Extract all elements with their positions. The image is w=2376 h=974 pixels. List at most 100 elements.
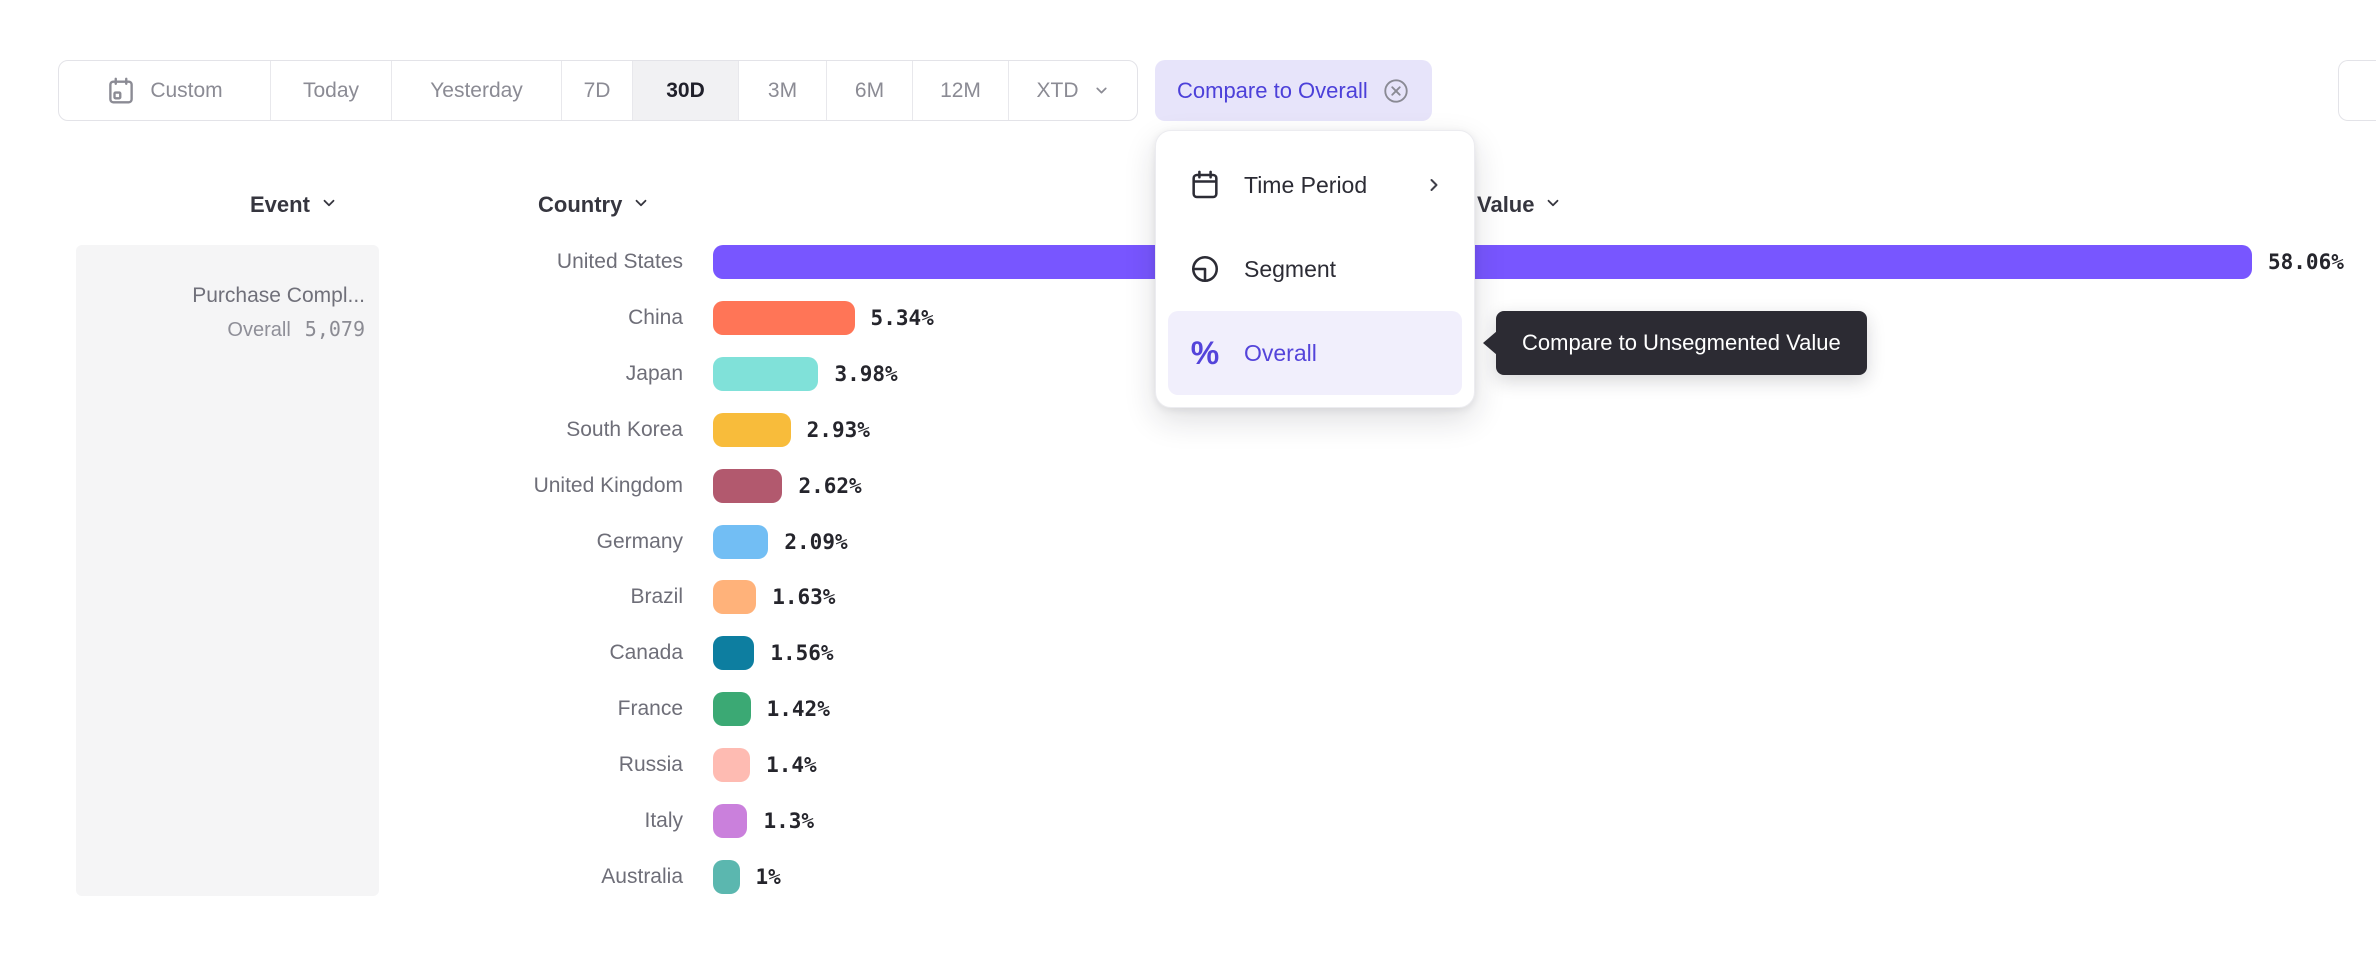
value-label: 1.63% [772, 585, 836, 610]
country-label: Canada [609, 641, 683, 665]
compare-chip-label: Compare to Overall [1177, 77, 1368, 103]
bar-segment[interactable] [713, 692, 751, 727]
date-range-label: Yesterday [430, 78, 523, 102]
value-column-header[interactable]: Value [1477, 190, 1562, 220]
value-label: 58.06% [2268, 250, 2344, 274]
segment-icon [1188, 253, 1222, 285]
chart-row-france: France 1.42% [0, 692, 2376, 727]
bar-segment[interactable] [713, 300, 855, 335]
chart-row-united-states: United States 58.06% [0, 245, 2376, 279]
event-column-label: Event [250, 192, 310, 217]
value-label: 1% [755, 864, 781, 889]
date-range-label: 3M [767, 78, 798, 102]
country-label: South Korea [566, 417, 683, 441]
menu-item-label: Segment [1244, 255, 1337, 282]
bar-segment[interactable] [713, 636, 755, 671]
country-label: Italy [644, 809, 683, 832]
country-label: Russia [618, 753, 683, 777]
menu-item-label: Overall [1244, 339, 1317, 366]
chart-row-japan: Japan 3.98% [0, 356, 2376, 391]
value-label: 3.98% [834, 361, 898, 386]
chevron-down-icon [632, 192, 650, 218]
country-label: China [628, 305, 683, 329]
event-overall-row: Overall 5,079 [90, 317, 365, 342]
chevron-right-icon [1424, 175, 1444, 195]
value-label: 2.93% [806, 417, 870, 442]
chart-row-australia: Australia 1% [0, 859, 2376, 894]
compare-dropdown-menu: Time Period Segment% Overall [1155, 130, 1475, 408]
bar-segment[interactable] [713, 245, 2252, 279]
chart-row-germany: Germany 2.09% [0, 524, 2376, 559]
country-column-header[interactable]: Country [538, 190, 650, 220]
calendar-icon [106, 76, 136, 106]
date-range-toolbar: Custom Today Yesterday 7D 30D 3M 6M 12M XTD [58, 60, 1138, 121]
chevron-down-icon [1544, 192, 1562, 218]
value-label: 1.4% [766, 753, 817, 778]
date-range-label: 12M [940, 78, 981, 102]
event-cell[interactable]: Purchase Compl... Overall 5,079 [76, 245, 379, 896]
percent-icon: % [1190, 334, 1220, 371]
date-range-label: 6M [854, 78, 885, 102]
overall-value: 5,079 [304, 317, 365, 341]
date-range-button-today[interactable]: Today [270, 61, 391, 120]
value-column-label: Value [1477, 192, 1535, 217]
date-range-button-xtd[interactable]: XTD [1008, 61, 1137, 120]
value-label: 1.42% [766, 697, 830, 722]
menu-item-segment[interactable]: Segment [1168, 227, 1462, 311]
bar-segment[interactable] [713, 524, 769, 559]
compare-to-overall-chip[interactable]: Compare to Overall [1155, 60, 1432, 121]
date-range-button-yesterday[interactable]: Yesterday [391, 61, 561, 120]
country-label: Germany [596, 529, 683, 553]
country-label: Australia [601, 864, 683, 888]
chart-row-south-korea: South Korea 2.93% [0, 412, 2376, 447]
chart-row-united-kingdom: United Kingdom 2.62% [0, 468, 2376, 503]
chevron-down-icon [320, 192, 338, 218]
date-range-label: 30D [666, 78, 705, 102]
country-label: Brazil [630, 585, 683, 609]
chevron-down-icon [1093, 82, 1110, 99]
date-range-button-custom[interactable]: Custom [59, 61, 270, 120]
date-range-button-30d[interactable]: 30D [632, 61, 738, 120]
overall-label: Overall [227, 319, 291, 341]
menu-item-overall[interactable]: % Overall [1168, 311, 1462, 395]
chart-row-canada: Canada 1.56% [0, 636, 2376, 671]
tooltip-arrow [1483, 331, 1497, 355]
chart-row-russia: Russia 1.4% [0, 748, 2376, 783]
remove-compare-icon[interactable] [1382, 77, 1410, 105]
date-range-label: XTD [1036, 78, 1079, 102]
bar-segment[interactable] [713, 412, 791, 447]
event-column-header[interactable]: Event [250, 190, 338, 220]
date-range-button-12m[interactable]: 12M [912, 61, 1008, 120]
tooltip-text: Compare to Unsegmented Value [1522, 330, 1841, 355]
date-range-button-3m[interactable]: 3M [738, 61, 826, 120]
date-range-button-7d[interactable]: 7D [561, 61, 632, 120]
country-label: United States [556, 250, 683, 273]
value-label: 2.62% [798, 473, 862, 498]
menu-item-label: Time Period [1244, 171, 1368, 198]
value-label: 5.34% [870, 305, 934, 330]
date-range-label: 7D [583, 78, 611, 102]
tooltip: Compare to Unsegmented Value [1483, 311, 1867, 375]
bar-segment[interactable] [713, 580, 757, 615]
bar-segment[interactable] [713, 859, 740, 894]
date-range-label: Custom [150, 78, 223, 102]
country-label: Japan [625, 361, 683, 385]
country-label: France [617, 697, 683, 721]
bar-segment[interactable] [713, 804, 748, 838]
clipped-edge-button[interactable] [2338, 60, 2376, 121]
country-column-label: Country [538, 192, 623, 217]
bar-segment[interactable] [713, 356, 819, 391]
country-label: United Kingdom [533, 473, 683, 497]
value-label: 1.3% [763, 809, 815, 833]
calendar-icon [1188, 169, 1222, 201]
menu-item-time-period[interactable]: Time Period [1168, 143, 1462, 227]
date-range-button-6m[interactable]: 6M [826, 61, 912, 120]
chart-row-italy: Italy 1.3% [0, 804, 2376, 838]
value-label: 2.09% [784, 529, 848, 554]
chart-row-brazil: Brazil 1.63% [0, 580, 2376, 615]
event-name: Purchase Compl... [192, 284, 365, 307]
date-range-label: Today [302, 78, 360, 102]
bar-segment[interactable] [713, 748, 751, 783]
bar-segment[interactable] [713, 468, 783, 503]
